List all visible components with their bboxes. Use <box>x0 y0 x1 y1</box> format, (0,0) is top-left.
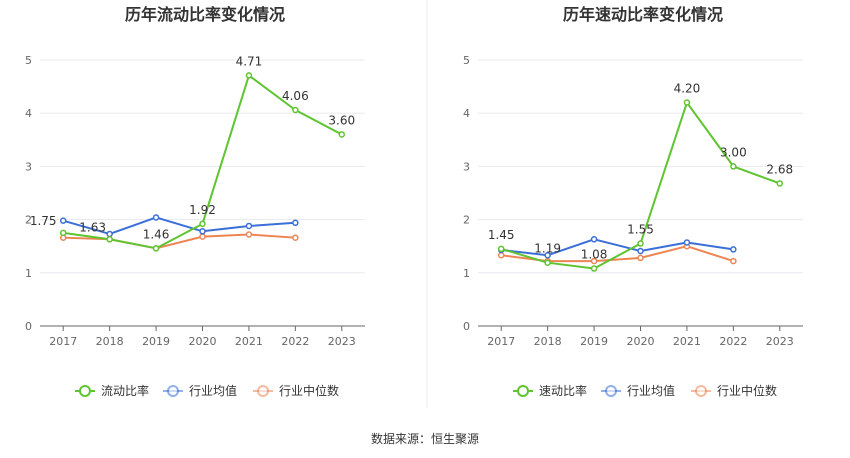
x-tick-label: 2021 <box>235 335 263 348</box>
data-point <box>730 257 737 265</box>
x-tick-label: 2018 <box>534 335 562 348</box>
legend-marker <box>605 385 617 397</box>
data-point <box>59 217 67 224</box>
chart-title: 历年速动比率变化情况 <box>563 5 723 24</box>
data-label: 1.63 <box>79 220 106 234</box>
data-point <box>245 72 253 79</box>
x-tick-label: 2022 <box>719 335 747 348</box>
data-label: 1.45 <box>488 228 515 242</box>
data-point <box>292 234 299 241</box>
data-point <box>776 180 784 187</box>
y-tick-label: 5 <box>463 54 470 67</box>
data-point <box>637 240 644 247</box>
data-point <box>292 219 299 227</box>
data-label: 4.20 <box>674 82 701 96</box>
legend-label: 行业中位数 <box>717 383 777 398</box>
chart-title: 历年流动比率变化情况 <box>125 5 285 24</box>
series-line <box>501 238 734 257</box>
quick-ratio-chart: 历年速动比率变化情况 0 1 2 3 4 5 2017 2018 2019 2020 2021 2022… <box>463 5 803 398</box>
y-tick-label: 0 <box>25 320 32 333</box>
legend-marker <box>257 385 269 397</box>
y-tick-label: 3 <box>463 160 470 173</box>
x-tick-label: 2020 <box>627 335 655 348</box>
data-label: 1.92 <box>189 203 216 217</box>
legend-marker <box>695 385 707 397</box>
data-label: 3.60 <box>328 113 355 127</box>
data-label: 4.71 <box>236 54 263 68</box>
x-tick-label: 2020 <box>189 335 217 348</box>
legend-label: 行业中位数 <box>279 383 339 398</box>
data-point <box>245 222 253 230</box>
data-point <box>199 220 206 228</box>
data-point <box>683 239 691 246</box>
data-label: 4.06 <box>282 89 309 103</box>
legend-label: 速动比率 <box>539 383 587 398</box>
legend-label: 行业均值 <box>189 383 237 398</box>
data-label: 1.75 <box>30 214 57 228</box>
y-tick-label: 1 <box>463 267 470 280</box>
legend-marker <box>167 385 179 397</box>
data-point <box>590 236 598 243</box>
y-tick-label: 5 <box>25 54 32 67</box>
x-tick-label: 2019 <box>142 335 170 348</box>
data-point <box>338 131 346 138</box>
data-point <box>199 228 206 235</box>
data-point <box>292 106 299 114</box>
data-point <box>730 246 737 253</box>
x-tick-label: 2018 <box>96 335 124 348</box>
y-tick-label: 4 <box>463 107 470 120</box>
data-point <box>497 251 505 259</box>
y-tick-label: 0 <box>463 320 470 333</box>
current-ratio-chart: 历年流动比率变化情况 0 1 2 3 4 5 2017 2018 2019 2020 2021 2022… <box>25 5 365 398</box>
data-source: 数据来源：恒生聚源 <box>371 431 479 446</box>
y-tick-label: 3 <box>25 160 32 173</box>
legend-marker <box>517 385 529 397</box>
data-point <box>544 259 551 266</box>
data-point <box>544 251 551 259</box>
data-point <box>730 163 737 170</box>
data-point <box>590 257 598 265</box>
data-point <box>59 229 67 237</box>
data-point <box>199 233 206 240</box>
y-tick-label: 4 <box>25 107 32 120</box>
data-label: 1.55 <box>627 223 654 237</box>
data-point <box>106 230 113 238</box>
data-label: 3.00 <box>720 145 747 159</box>
data-point <box>590 265 598 272</box>
x-tick-label: 2021 <box>673 335 701 348</box>
data-label: 1.08 <box>581 248 608 262</box>
data-label: 1.46 <box>143 227 170 241</box>
data-point <box>152 214 160 221</box>
data-point <box>106 236 113 243</box>
x-tick-label: 2019 <box>580 335 608 348</box>
x-tick-label: 2023 <box>766 335 794 348</box>
y-tick-label: 2 <box>25 214 32 227</box>
y-tick-label: 1 <box>25 267 32 280</box>
x-tick-label: 2017 <box>487 335 515 348</box>
data-point <box>637 247 644 255</box>
data-point <box>245 231 253 238</box>
x-tick-label: 2017 <box>49 335 77 348</box>
legend-marker <box>79 385 91 397</box>
x-tick-label: 2023 <box>328 335 356 348</box>
data-point <box>637 254 644 262</box>
data-label: 2.68 <box>766 162 793 176</box>
x-tick-label: 2022 <box>281 335 309 348</box>
data-point <box>683 99 691 106</box>
legend-label: 行业均值 <box>627 383 675 398</box>
y-tick-label: 2 <box>463 214 470 227</box>
data-label: 1.19 <box>534 242 561 256</box>
data-point <box>497 245 505 253</box>
series-line <box>62 216 296 235</box>
legend-label: 流动比率 <box>101 383 149 398</box>
data-point <box>152 245 160 252</box>
